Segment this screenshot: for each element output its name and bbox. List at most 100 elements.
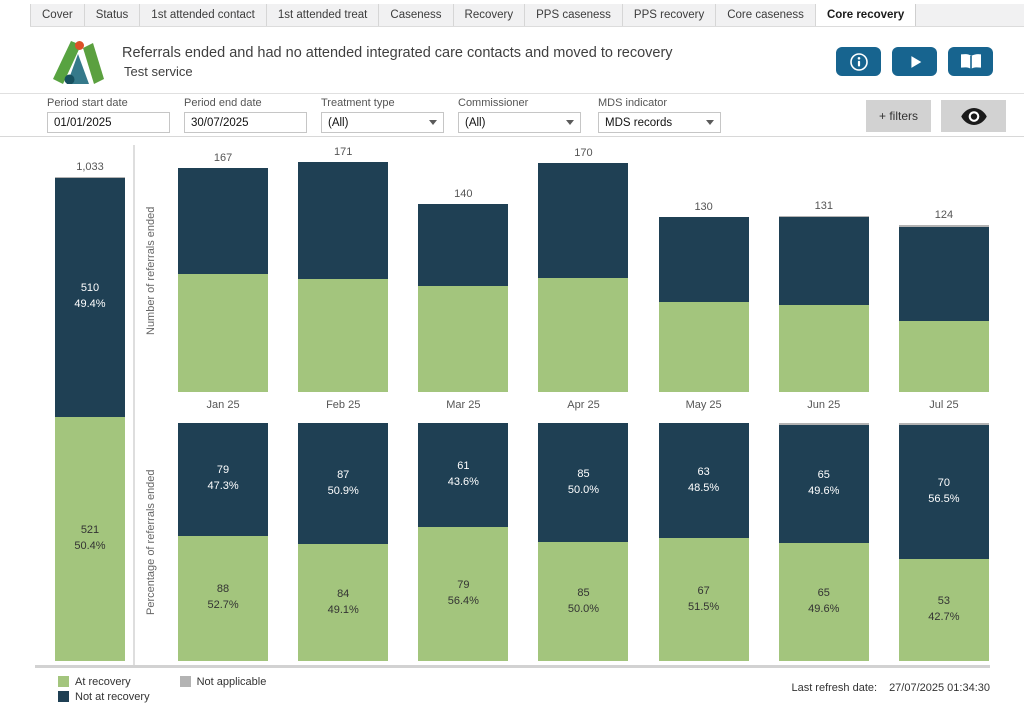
bar-segment-at-recovery[interactable]: 88 52.7% [178, 535, 269, 661]
bar-segment-not-at-recovery[interactable] [898, 226, 989, 321]
bar-segment-at-recovery[interactable] [418, 285, 509, 392]
bar-segment-not-at-recovery[interactable] [418, 203, 509, 286]
filter-dropdown-mds-indicator[interactable]: MDS records [598, 112, 721, 133]
filter-mds-indicator: MDS indicator MDS records [598, 97, 721, 137]
guide-button[interactable] [948, 47, 993, 76]
bar-segment-at-recovery[interactable]: 65 49.6% [778, 542, 869, 661]
bar-segment-at-recovery[interactable]: 67 51.5% [658, 538, 749, 661]
stacked-bar-mar-25[interactable]: 140 [418, 188, 509, 392]
stacked-bar-may-25[interactable]: 67 51.5% 63 48.5% [658, 423, 749, 661]
segment-value-label: 85 50.0% [567, 467, 600, 496]
stacked-bar-jun-25[interactable]: 131 [778, 200, 869, 392]
stacked-bar-jan-25[interactable]: 167 [178, 152, 269, 392]
add-filters-button[interactable]: + filters [866, 100, 931, 132]
bar-segment-at-recovery[interactable]: 85 50.0% [538, 542, 629, 661]
legend-item-at-recovery[interactable]: At recovery [58, 674, 150, 689]
tab-recovery[interactable]: Recovery [454, 4, 526, 26]
stacked-bar-total[interactable]: 521 50.4% 510 49.4% 1,033 [55, 161, 125, 661]
segment-value-label: 84 49.1% [327, 587, 359, 616]
tab-1st-attended-contact[interactable]: 1st attended contact [140, 4, 267, 26]
bar-segment-not-applicable[interactable] [778, 215, 869, 218]
bar-segment-not-at-recovery[interactable]: 63 48.5% [658, 423, 749, 539]
bar-slot-total: 521 50.4% 510 49.4% 1,033 [55, 150, 125, 661]
stacked-bar-jul-25[interactable]: 124 [898, 209, 989, 392]
stacked-bar-feb-25[interactable]: 84 49.1% 87 50.9% [298, 423, 389, 661]
bar-total-label: 170 [574, 147, 593, 160]
segment-value-label: 65 49.6% [808, 587, 840, 615]
bar-total-label: 131 [814, 199, 833, 212]
bar-segment-not-at-recovery[interactable]: 79 47.3% [178, 423, 269, 536]
header-separator [0, 93, 1024, 94]
bar-segment-at-recovery[interactable] [538, 277, 629, 392]
bar-segment-not-applicable[interactable] [898, 423, 989, 425]
tab-core-recovery[interactable]: Core recovery [815, 4, 917, 26]
percentage-axis-label: Percentage of referrals ended [145, 469, 157, 615]
last-refresh-label: Last refresh date: [791, 682, 878, 694]
stacked-bar-mar-25[interactable]: 79 56.4% 61 43.6% [418, 423, 509, 661]
bar-segment-not-at-recovery[interactable] [298, 162, 389, 280]
stacked-bar-jul-25[interactable]: 53 42.7% 70 56.5% [898, 423, 989, 661]
filter-value: 30/07/2025 [191, 116, 249, 129]
tab-status[interactable]: Status [85, 4, 141, 26]
bar-segment-not-applicable[interactable] [778, 423, 869, 425]
bar-total-label: 167 [213, 151, 233, 164]
bar-segment-not-at-recovery[interactable] [178, 167, 269, 274]
play-button[interactable] [892, 47, 937, 76]
tab-pps-caseness[interactable]: PPS caseness [525, 4, 623, 26]
bar-segment-at-recovery[interactable] [778, 304, 869, 392]
chevron-down-icon [706, 120, 714, 125]
tab-cover[interactable]: Cover [30, 4, 85, 26]
bar-segment-not-at-recovery[interactable]: 65 49.6% [778, 424, 869, 543]
bar-segment-at-recovery[interactable]: 53 42.7% [898, 559, 989, 661]
legend-item-not-applicable[interactable]: Not applicable [179, 674, 266, 689]
bar-segment-not-at-recovery[interactable]: 61 43.6% [418, 423, 509, 527]
count-axis-label: Number of referrals ended [145, 206, 157, 336]
filter-input-period-end-date[interactable]: 30/07/2025 [184, 112, 307, 133]
chart-baseline [35, 665, 990, 668]
bar-segment-not-at-recovery[interactable]: 85 50.0% [538, 423, 629, 542]
chevron-down-icon [566, 120, 574, 125]
tab-core-caseness[interactable]: Core caseness [716, 4, 816, 26]
segment-value-label: 63 48.5% [688, 465, 720, 494]
tab-bar: Cover Status 1st attended contact 1st atten… [30, 4, 1024, 27]
info-button[interactable] [836, 47, 881, 76]
visibility-button[interactable] [941, 100, 1006, 132]
bar-segment-not-at-recovery[interactable]: 87 50.9% [298, 423, 389, 545]
stacked-bar-jan-25[interactable]: 88 52.7% 79 47.3% [178, 423, 269, 661]
bar-segment-at-recovery[interactable]: 521 50.4% [55, 416, 125, 661]
stacked-bar-apr-25[interactable]: 85 50.0% 85 50.0% [538, 423, 629, 661]
stacked-bar-feb-25[interactable]: 171 [298, 146, 389, 392]
last-refresh: Last refresh date: 27/07/2025 01:34:30 [791, 682, 990, 694]
tab-1st-attended-treat[interactable]: 1st attended treat [267, 4, 380, 26]
bar-segment-not-at-recovery[interactable] [658, 217, 749, 302]
bar-segment-at-recovery[interactable]: 79 56.4% [418, 526, 509, 661]
bar-segment-not-at-recovery[interactable] [538, 163, 629, 278]
bar-slot-jun-25: Jun 25 131 [764, 150, 884, 411]
stacked-bar-jun-25[interactable]: 65 49.6% 65 49.6% [778, 423, 869, 661]
stacked-bar-apr-25[interactable]: 170 [538, 147, 629, 392]
page-subtitle: Test service [124, 64, 193, 79]
bar-segment-at-recovery[interactable]: 84 49.1% [298, 544, 389, 661]
segment-value-label: 61 43.6% [447, 459, 479, 488]
bar-segment-at-recovery[interactable] [658, 301, 749, 392]
category-label: Mar 25 [446, 399, 481, 411]
filter-input-period-start-date[interactable]: 01/01/2025 [47, 112, 170, 133]
bar-slot-feb-25: 84 49.1% 87 50.9% [283, 423, 403, 661]
tab-pps-recovery[interactable]: PPS recovery [623, 4, 717, 26]
bar-segment-at-recovery[interactable] [898, 320, 989, 392]
filter-dropdown-commissioner[interactable]: (All) [458, 112, 581, 133]
bar-segment-not-at-recovery[interactable]: 70 56.5% [898, 424, 989, 560]
bar-segment-at-recovery[interactable] [298, 279, 389, 392]
info-icon [849, 52, 868, 71]
legend-item-not-at-recovery[interactable]: Not at recovery [58, 689, 150, 704]
bar-segment-not-applicable[interactable] [55, 176, 125, 178]
bar-segment-not-at-recovery[interactable]: 510 49.4% [55, 177, 125, 417]
legend-label: Not at recovery [75, 690, 150, 703]
bar-segment-not-at-recovery[interactable] [778, 217, 869, 305]
bar-segment-at-recovery[interactable] [178, 273, 269, 392]
book-icon [960, 53, 981, 69]
bar-segment-not-applicable[interactable] [898, 225, 989, 227]
tab-caseness[interactable]: Caseness [379, 4, 454, 26]
stacked-bar-may-25[interactable]: 130 [658, 201, 749, 392]
filter-dropdown-treatment-type[interactable]: (All) [321, 112, 444, 133]
